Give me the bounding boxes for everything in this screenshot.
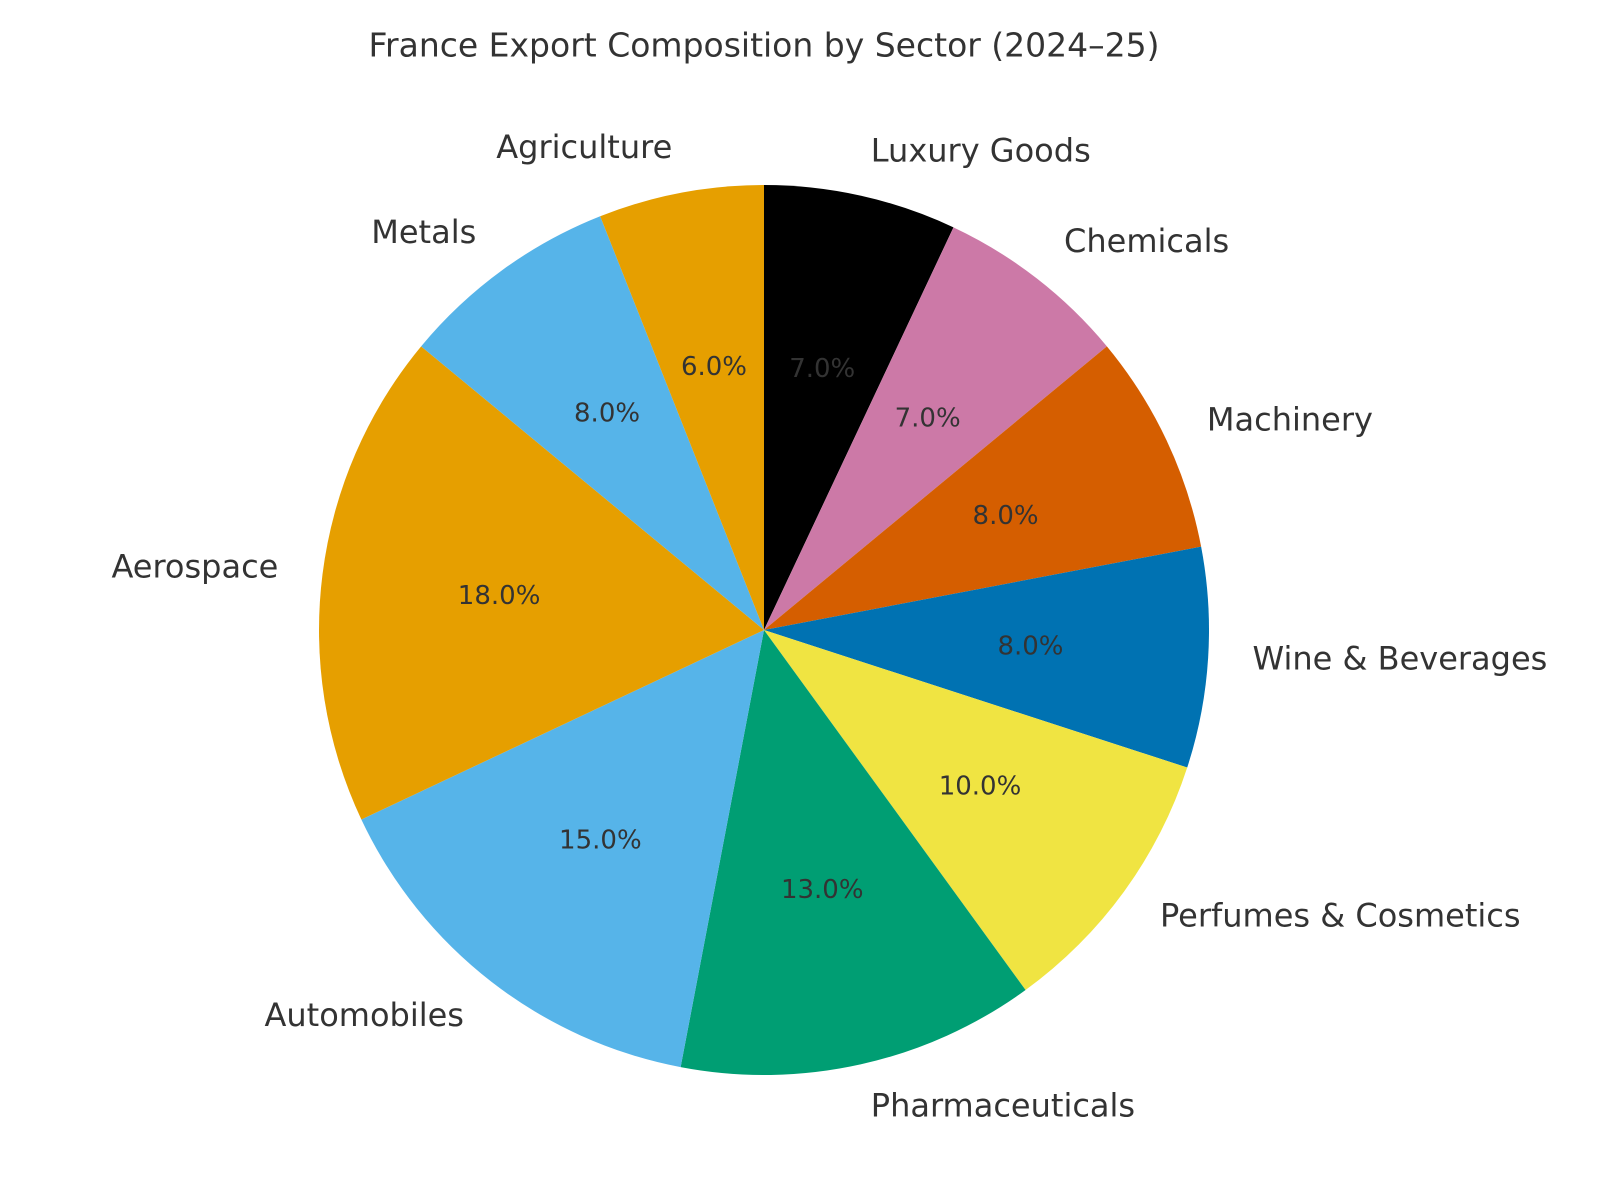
value-label: 15.0%	[559, 825, 642, 855]
slice-label: Perfumes & Cosmetics	[1160, 897, 1521, 935]
pie-slice	[764, 346, 1202, 630]
value-label: 8.0%	[997, 631, 1063, 661]
value-label: 18.0%	[458, 581, 541, 611]
value-label: 8.0%	[574, 398, 640, 428]
pie-slice	[764, 546, 1209, 768]
value-label: 6.0%	[681, 352, 747, 382]
pie-slice	[680, 630, 1026, 1075]
slice-label: Wine & Beverages	[1253, 640, 1548, 678]
chart-title: France Export Composition by Sector (202…	[368, 26, 1159, 65]
value-label: 7.0%	[895, 404, 961, 434]
pie-slice	[361, 630, 764, 1068]
value-label: 10.0%	[939, 771, 1022, 801]
slice-label: Luxury Goods	[871, 131, 1091, 169]
pie-slice	[421, 216, 764, 631]
slice-label: Metals	[371, 213, 476, 251]
slice-label: Machinery	[1207, 401, 1373, 439]
pie-slice	[318, 346, 764, 820]
pie-slice	[764, 630, 1188, 991]
value-label: 7.0%	[789, 354, 855, 384]
slice-label: Pharmaceuticals	[871, 1087, 1135, 1125]
slice-label: Agriculture	[496, 128, 672, 166]
slice-label: Aerospace	[111, 548, 278, 586]
pie-slice	[764, 227, 1107, 630]
pie-slice	[600, 185, 764, 630]
slice-label: Automobiles	[264, 996, 464, 1034]
slice-label: Chemicals	[1064, 222, 1229, 260]
value-label: 13.0%	[781, 875, 864, 905]
pie-slice	[764, 185, 954, 630]
value-label: 8.0%	[973, 501, 1039, 531]
